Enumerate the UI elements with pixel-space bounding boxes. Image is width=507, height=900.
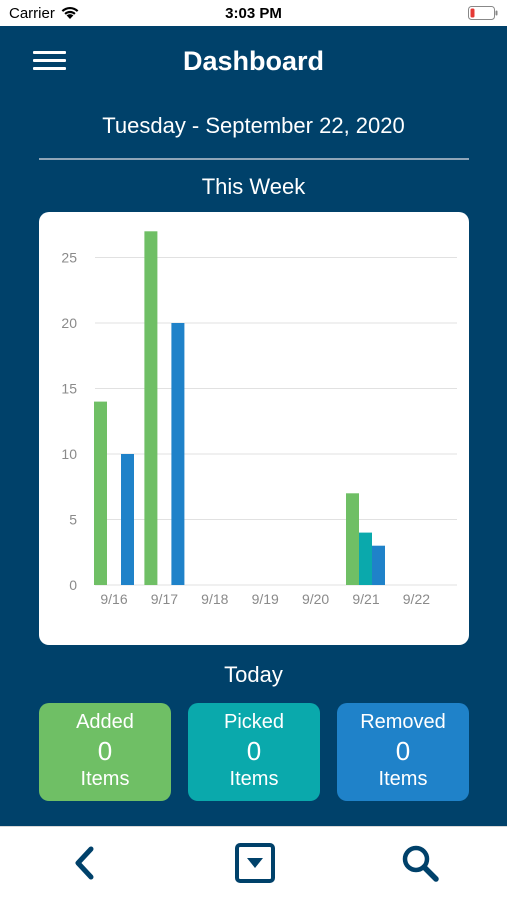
x-tick-label: 9/21 bbox=[352, 591, 379, 607]
hamburger-icon bbox=[33, 59, 66, 62]
added-title: Added bbox=[76, 711, 134, 733]
back-button[interactable] bbox=[64, 841, 108, 885]
page-title: Dashboard bbox=[182, 46, 325, 76]
search-button[interactable] bbox=[398, 841, 442, 885]
removed-unit: Items bbox=[378, 768, 428, 790]
search-icon bbox=[402, 845, 439, 882]
removed-title: Removed bbox=[360, 711, 446, 733]
x-tick-label: 9/22 bbox=[403, 591, 430, 607]
picked-unit: Items bbox=[229, 768, 279, 790]
y-tick-label: 0 bbox=[69, 577, 77, 593]
picked-title: Picked bbox=[223, 711, 285, 733]
picked-count: 0 bbox=[246, 736, 262, 766]
date-label: Tuesday - September 22, 2020 bbox=[102, 113, 405, 138]
bar-removed-9-21 bbox=[372, 545, 385, 585]
dropdown-button[interactable] bbox=[233, 841, 277, 885]
removed-card[interactable]: Removed 0 Items bbox=[337, 703, 469, 801]
bar-picked-9-21 bbox=[359, 532, 372, 585]
divider bbox=[39, 158, 469, 160]
bar-added-9-16 bbox=[94, 401, 107, 585]
hamburger-icon bbox=[33, 51, 66, 54]
added-count: 0 bbox=[97, 736, 113, 766]
dashboard-screen: Dashboard Tuesday - September 22, 2020 T… bbox=[0, 26, 507, 826]
hamburger-icon bbox=[33, 67, 66, 70]
added-card[interactable]: Added 0 Items bbox=[39, 703, 171, 801]
battery-icon bbox=[468, 6, 498, 20]
bar-removed-9-16 bbox=[121, 454, 134, 585]
menu-button[interactable] bbox=[33, 51, 67, 73]
bar-added-9-21 bbox=[346, 493, 359, 585]
today-label: Today bbox=[224, 662, 283, 687]
bottom-toolbar bbox=[0, 826, 507, 900]
bar-added-9-17 bbox=[144, 231, 158, 586]
status-bar: Carrier 3:03 PM bbox=[0, 0, 507, 26]
picked-card[interactable]: Picked 0 Items bbox=[188, 703, 320, 801]
bar-removed-9-17 bbox=[171, 323, 185, 585]
x-tick-label: 9/18 bbox=[201, 591, 228, 607]
weekly-bar-chart: 0 5 10 15 20 25 9/16 9/17 9/18 9/19 9/20 9/21 9/22 bbox=[61, 231, 457, 607]
removed-count: 0 bbox=[395, 736, 411, 766]
x-tick-label: 9/17 bbox=[151, 591, 178, 607]
wifi-icon bbox=[61, 6, 79, 19]
week-label: This Week bbox=[201, 174, 306, 199]
added-unit: Items bbox=[80, 768, 130, 790]
status-time: 3:03 PM bbox=[225, 5, 282, 22]
y-tick-label: 25 bbox=[61, 250, 77, 266]
y-tick-label: 10 bbox=[61, 446, 77, 462]
y-tick-label: 15 bbox=[61, 381, 77, 397]
y-tick-label: 5 bbox=[69, 512, 77, 528]
weekly-chart-card: 0 5 10 15 20 25 9/16 9/17 9/18 9/19 9/20 9/21 9/22 bbox=[39, 212, 469, 645]
x-tick-label: 9/20 bbox=[302, 591, 329, 607]
dropdown-box-icon bbox=[235, 843, 275, 883]
x-tick-label: 9/16 bbox=[100, 591, 127, 607]
back-chevron-icon bbox=[75, 846, 94, 880]
x-tick-label: 9/19 bbox=[252, 591, 279, 607]
y-tick-label: 20 bbox=[61, 315, 77, 331]
carrier-label: Carrier bbox=[9, 5, 55, 22]
